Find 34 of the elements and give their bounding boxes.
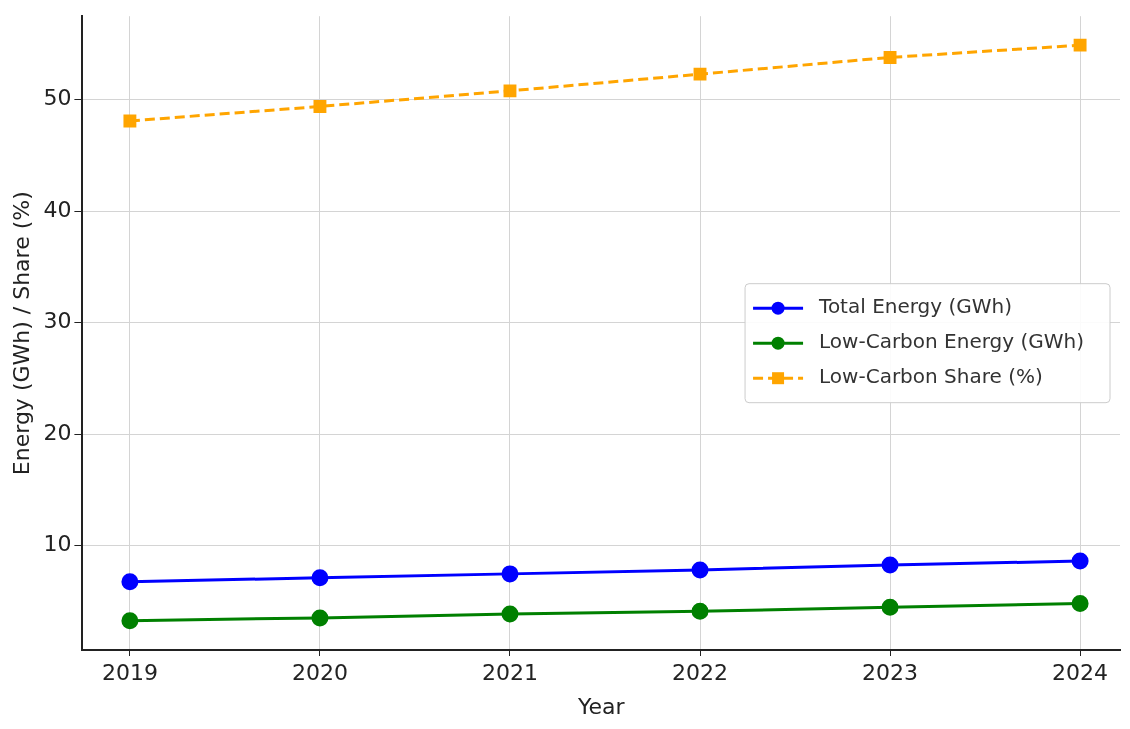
y-tick-label: 20 [43, 419, 72, 445]
legend-label: Total Energy (GWh) [818, 294, 1013, 319]
point [121, 612, 139, 630]
point [1073, 38, 1087, 52]
point [311, 609, 329, 627]
y-tick-label: 40 [43, 196, 72, 222]
x-tick-label: 2021 [481, 660, 538, 686]
point [883, 50, 897, 64]
x-tick-label: 2019 [101, 660, 158, 686]
y-tick-label: 10 [43, 531, 72, 557]
point [501, 565, 519, 583]
point [881, 556, 899, 574]
y-tick-label: 50 [43, 85, 72, 111]
x-tick-label: 2020 [291, 660, 348, 686]
y-axis-title: Energy (GWh) / Share (%) [8, 191, 34, 476]
point [313, 100, 327, 113]
x-tick-label: 2023 [862, 660, 919, 686]
x-tick-label: 2022 [672, 660, 729, 686]
point [1071, 594, 1089, 612]
point [691, 602, 709, 620]
point [691, 561, 709, 579]
point [121, 573, 139, 591]
x-tick-label: 2024 [1052, 660, 1109, 686]
point [1071, 552, 1089, 570]
legend-label: Low-Carbon Share (%) [819, 364, 1043, 389]
point [501, 605, 519, 623]
legend-label: Low-Carbon Energy (GWh) [819, 329, 1085, 354]
x-axis-title: Year [576, 693, 626, 719]
point [123, 114, 137, 128]
point [503, 84, 517, 98]
y-tick-label: 30 [43, 308, 72, 334]
point [693, 67, 707, 81]
point [311, 569, 329, 587]
point [881, 598, 899, 616]
